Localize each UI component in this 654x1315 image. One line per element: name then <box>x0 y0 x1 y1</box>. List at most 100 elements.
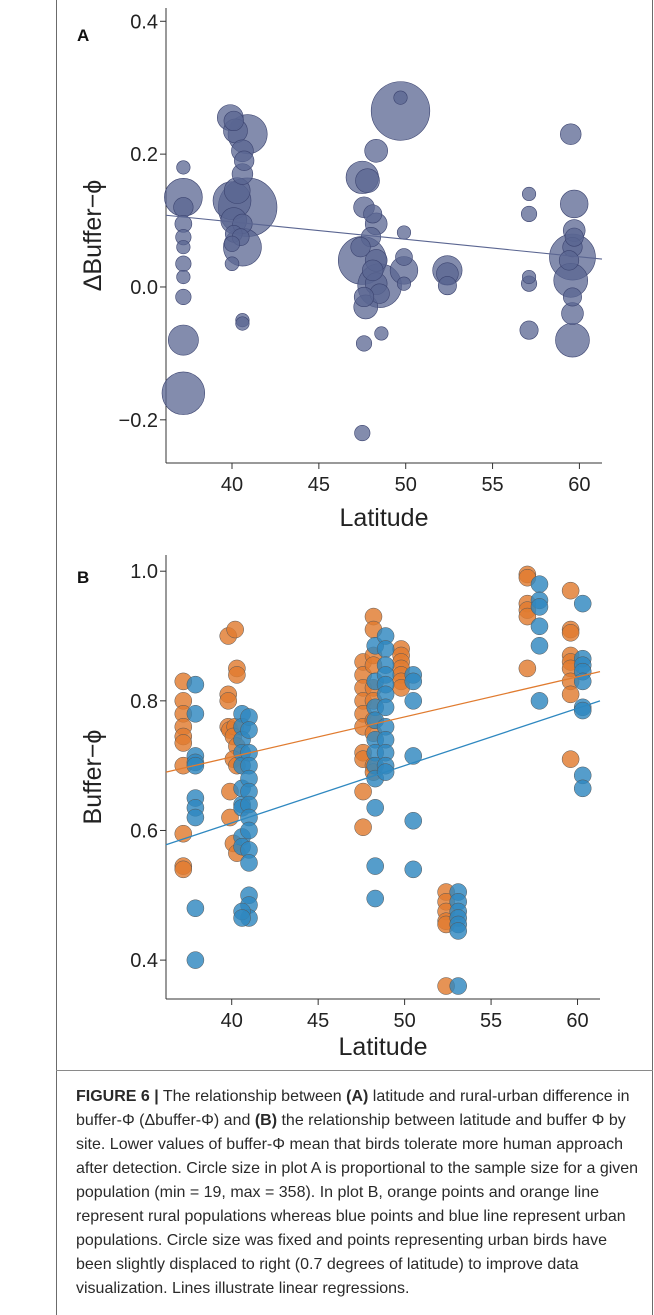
y-tick-label: 0.8 <box>130 691 158 713</box>
data-point <box>234 150 255 171</box>
data-point <box>395 248 413 266</box>
urban-point <box>530 617 549 636</box>
rural-point <box>561 624 580 642</box>
rural-point <box>226 620 244 639</box>
urban-point <box>366 889 384 908</box>
urban-point <box>240 721 258 739</box>
data-point <box>560 123 582 145</box>
urban-point <box>404 692 423 710</box>
rural-regression-line <box>165 671 601 773</box>
panel-label: B <box>77 568 89 587</box>
urban-point <box>186 808 205 827</box>
urban-point <box>404 672 423 691</box>
y-axis-label: ΔBuffer−ϕ <box>79 180 107 292</box>
data-point <box>437 276 457 296</box>
urban-point <box>186 705 205 723</box>
data-point <box>176 269 191 285</box>
x-tick-label: 50 <box>393 1010 415 1032</box>
urban-point <box>186 951 205 969</box>
caption-part: the relationship between latitude and bu… <box>76 1112 639 1297</box>
data-point <box>176 160 191 175</box>
data-point <box>519 320 539 340</box>
x-tick-label: 40 <box>221 1010 243 1032</box>
y-tick-label: 0.4 <box>130 11 158 33</box>
y-tick-label: 1.0 <box>130 561 158 583</box>
data-point <box>235 316 250 331</box>
caption-part: (A) <box>346 1088 369 1105</box>
rural-point <box>219 692 237 710</box>
rural-point <box>561 750 580 768</box>
data-point <box>350 237 371 258</box>
data-point <box>223 235 241 252</box>
urban-point <box>530 598 549 616</box>
y-tick-label: 0.0 <box>130 277 158 299</box>
x-axis-label: Latitude <box>340 504 429 532</box>
urban-point <box>530 575 549 593</box>
figure-frame <box>56 0 653 1315</box>
x-tick-label: 45 <box>307 1010 329 1032</box>
urban-point <box>573 701 592 720</box>
data-point <box>223 110 244 132</box>
regression-line <box>165 214 603 260</box>
y-axis-label: Buffer−ϕ <box>79 730 107 825</box>
urban-point <box>573 594 592 613</box>
data-point <box>167 324 199 356</box>
figure-caption: FIGURE 6 | The relationship between (A) … <box>76 1085 646 1301</box>
data-point <box>521 269 537 285</box>
y-tick-label: −0.2 <box>119 410 158 432</box>
x-tick-label: 60 <box>566 1010 588 1032</box>
x-tick-label: 45 <box>308 474 330 496</box>
y-tick-label: 0.6 <box>130 820 158 842</box>
urban-regression-line <box>165 700 601 846</box>
caption-part: (B) <box>254 1112 278 1129</box>
data-point <box>396 225 412 240</box>
y-tick-label: 0.4 <box>130 950 158 972</box>
figure-svg: A −0.2 0.0 0.2 0.4 40 45 50 55 60 Latitude ΔBuffer−… <box>77 8 603 1061</box>
rural-point <box>518 659 537 678</box>
urban-point <box>376 640 395 658</box>
urban-point <box>530 636 549 655</box>
data-point <box>224 256 240 271</box>
data-point <box>175 255 192 272</box>
data-point <box>555 322 590 358</box>
urban-point <box>186 899 205 918</box>
urban-point <box>404 812 423 830</box>
urban-point <box>404 747 423 765</box>
data-point <box>354 425 371 442</box>
data-point <box>563 287 582 307</box>
data-point <box>560 189 589 219</box>
rural-point <box>354 818 372 836</box>
data-point <box>176 240 191 255</box>
urban-point <box>404 860 423 879</box>
caption-divider <box>56 1070 653 1071</box>
x-tick-label: 50 <box>395 474 417 496</box>
data-point <box>374 326 389 341</box>
panel-label: A <box>77 26 89 45</box>
data-point <box>564 227 584 247</box>
urban-point <box>366 799 384 817</box>
urban-point <box>449 977 467 995</box>
data-point <box>363 204 383 224</box>
x-axis-label: Latitude <box>339 1033 428 1061</box>
data-point <box>558 250 580 271</box>
rural-point <box>354 782 372 801</box>
rural-point <box>174 860 193 879</box>
urban-point <box>449 922 467 940</box>
rural-point <box>561 685 580 704</box>
caption-part: FIGURE 6 | <box>76 1088 159 1105</box>
caption-part: The relationship between <box>158 1088 347 1105</box>
urban-point <box>186 675 205 694</box>
rural-point <box>174 734 193 752</box>
urban-point <box>530 692 549 710</box>
data-point <box>353 286 375 308</box>
x-tick-label: 55 <box>480 1010 502 1032</box>
urban-point <box>240 854 258 872</box>
data-point <box>355 168 380 194</box>
urban-point <box>240 821 258 840</box>
data-point <box>355 335 373 352</box>
urban-point <box>376 698 395 717</box>
data-point <box>173 197 194 218</box>
data-point <box>364 139 388 163</box>
data-point <box>396 276 412 291</box>
rural-point <box>518 607 537 626</box>
